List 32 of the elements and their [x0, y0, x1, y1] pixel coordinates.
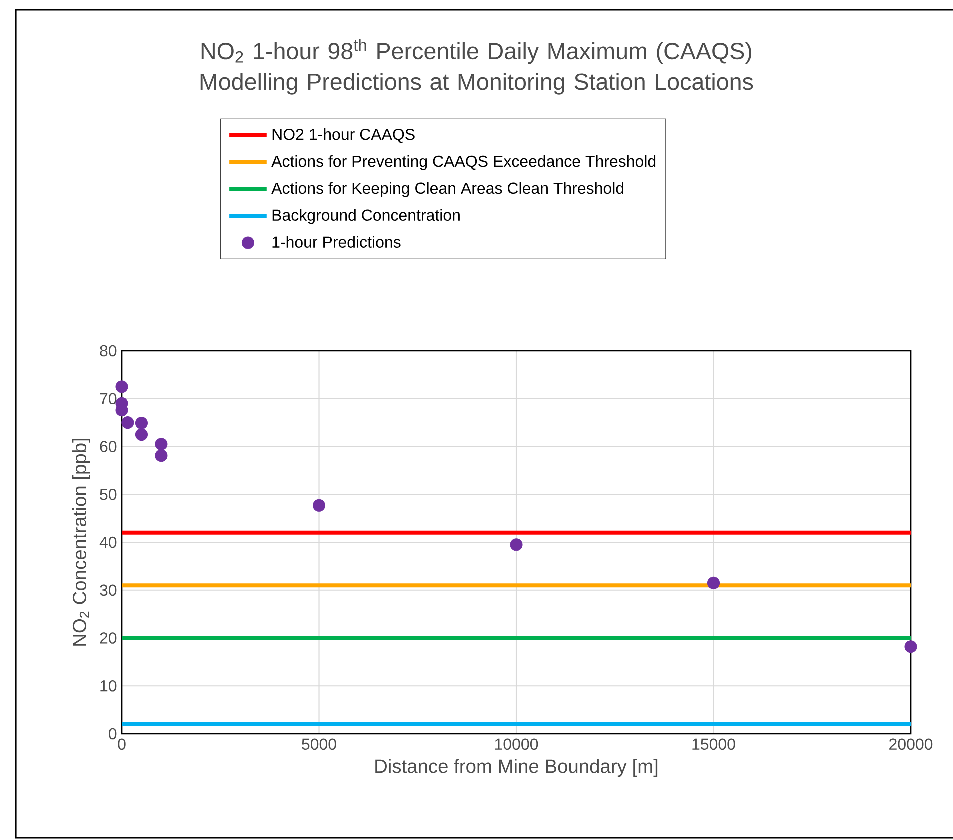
y-tick-label: 30 [100, 584, 117, 596]
legend-label: Background Concentration [272, 209, 460, 224]
x-tick-label: 20000 [890, 738, 933, 750]
y-tick-label: 20 [100, 632, 117, 644]
point [707, 576, 720, 590]
point [155, 438, 168, 451]
point [116, 380, 128, 394]
point [312, 499, 326, 512]
y-tick-label: 0 [109, 728, 117, 740]
x-axis-title: Distance from Mine Boundary [m] [376, 759, 658, 778]
point [122, 416, 134, 430]
y-tick-label: 60 [100, 441, 117, 452]
point [904, 640, 918, 654]
legend-label: Actions for Keeping Clean Areas Clean Threshold [272, 182, 624, 198]
legend-label: 1-hour Predictions [272, 236, 401, 248]
chart-title: NO$_{2}$ 1-hour 98$^{th}$ Percentile Daily Maximum (CAAQS) Modelling Predictions at Monitoring Station Locations [200, 39, 754, 95]
x-tick-label: 0 [118, 738, 126, 750]
y-tick-label: 80 [100, 345, 117, 357]
x-tick-label: 15000 [692, 738, 736, 750]
legend-label: NO2 1-hour CAAQS [272, 128, 415, 144]
point [135, 428, 148, 442]
y-tick-label: 40 [100, 536, 117, 548]
point [510, 538, 523, 552]
y-tick-label: 50 [100, 488, 117, 500]
point [135, 417, 148, 430]
y-tick-label: 10 [100, 680, 117, 692]
legend-label: Actions for Preventing CAAQS Exceedance Threshold [272, 155, 656, 170]
x-tick-label: 10000 [495, 738, 538, 750]
x-tick-label: 5000 [302, 738, 336, 750]
point [155, 450, 168, 462]
y-tick-label: 70 [100, 393, 117, 405]
y-axis-title: NO$_{2}$ Concentration [ppb] [72, 439, 90, 646]
